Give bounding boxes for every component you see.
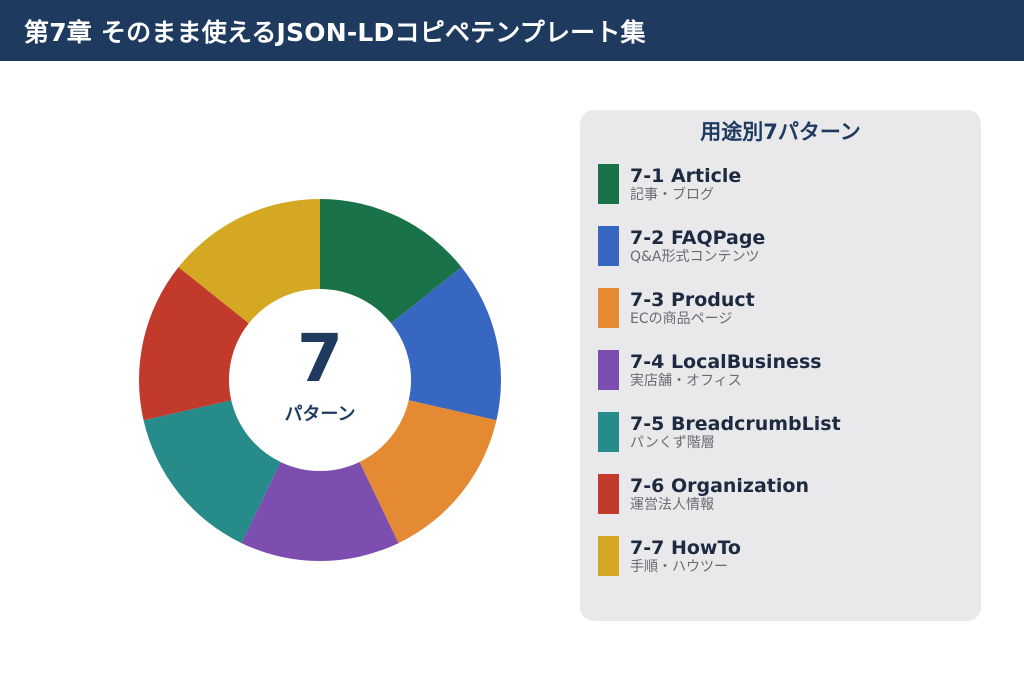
legend-item-subtitle: パンくず階層	[630, 435, 715, 451]
legend-swatch	[598, 164, 619, 204]
legend-swatch	[598, 474, 619, 514]
legend-item-faqpage: 7-2 FAQPage Q&A形式コンテンツ	[598, 226, 968, 288]
legend-item-article: 7-1 Article 記事・ブログ	[598, 164, 968, 226]
donut-slice-6	[139, 267, 249, 421]
legend-swatch	[598, 350, 619, 390]
legend-item-subtitle: 記事・ブログ	[630, 187, 714, 203]
legend-item-subtitle: 手順・ハウツー	[630, 559, 728, 575]
legend-item-title: 7-7 HowTo	[630, 537, 741, 559]
donut-slice-7	[178, 199, 320, 324]
donut-slice-2	[391, 267, 501, 421]
legend-swatch	[598, 536, 619, 576]
legend-swatch	[598, 288, 619, 328]
legend-item-title: 7-3 Product	[630, 289, 755, 311]
legend-item-title: 7-2 FAQPage	[630, 227, 766, 249]
donut-svg	[139, 199, 501, 561]
legend-item-subtitle: 実店舗・オフィス	[630, 373, 742, 389]
donut-slice-3	[359, 400, 497, 544]
legend-list: 7-1 Article 記事・ブログ 7-2 FAQPage Q&A形式コンテン…	[598, 164, 968, 598]
legend-item-breadcrumblist: 7-5 BreadcrumbList パンくず階層	[598, 412, 968, 474]
legend-item-localbusiness: 7-4 LocalBusiness 実店舗・オフィス	[598, 350, 968, 412]
legend-swatch	[598, 412, 619, 452]
legend-item-title: 7-6 Organization	[630, 475, 809, 497]
legend-item-title: 7-1 Article	[630, 165, 742, 187]
legend-title: 用途別7パターン	[700, 120, 861, 144]
legend-item-product: 7-3 Product ECの商品ページ	[598, 288, 968, 350]
donut-slice-1	[320, 199, 462, 324]
header-bar: 第7章 そのまま使えるJSON-LDコピペテンプレート集	[0, 0, 1024, 61]
donut-slice-5	[143, 400, 281, 544]
legend-item-subtitle: Q&A形式コンテンツ	[630, 249, 760, 265]
donut-slice-4	[241, 461, 399, 561]
legend-swatch	[598, 226, 619, 266]
legend-item-subtitle: 運営法人情報	[630, 497, 714, 513]
page-title: 第7章 そのまま使えるJSON-LDコピペテンプレート集	[24, 17, 646, 47]
legend-item-howto: 7-7 HowTo 手順・ハウツー	[598, 536, 968, 598]
center-number: 7	[297, 320, 343, 397]
legend-item-title: 7-4 LocalBusiness	[630, 351, 822, 373]
legend-item-organization: 7-6 Organization 運営法人情報	[598, 474, 968, 536]
legend-panel: 用途別7パターン 7-1 Article 記事・ブログ 7-2 FAQPage …	[580, 110, 981, 621]
center-label: パターン	[284, 404, 356, 425]
legend-item-subtitle: ECの商品ページ	[630, 311, 733, 327]
legend-item-title: 7-5 BreadcrumbList	[630, 413, 841, 435]
donut-chart: 7 パターン	[138, 198, 502, 562]
